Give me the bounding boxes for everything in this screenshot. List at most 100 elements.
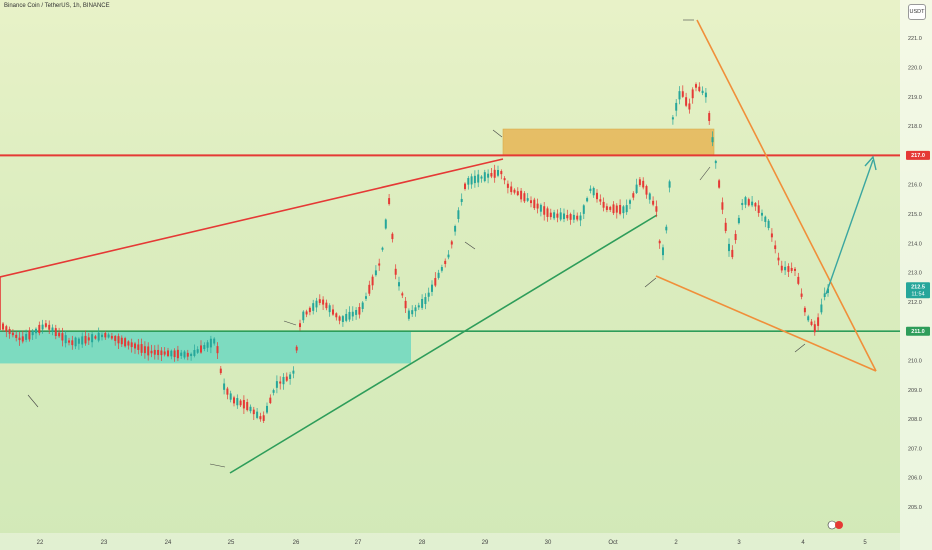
candle-body (368, 284, 371, 294)
candle-body (734, 233, 737, 241)
price-tag-time: 11:54 (911, 292, 924, 298)
candle-body (120, 337, 123, 345)
candle-body (147, 346, 150, 356)
candle-body (186, 352, 189, 357)
candle-body (31, 330, 34, 336)
candle-body (91, 334, 94, 343)
candle-body (513, 189, 516, 193)
candle-body (361, 302, 364, 309)
candle-body (704, 92, 707, 98)
candle-body (285, 376, 288, 381)
candle-body (305, 311, 308, 315)
candle-body (790, 267, 793, 271)
candle-body (167, 350, 169, 357)
candle-body (384, 219, 387, 229)
x-tick-label: 24 (165, 540, 172, 546)
candle-body (209, 338, 212, 348)
candle-body (635, 184, 638, 193)
buyer-zone (0, 331, 411, 364)
y-tick-label: 216.0 (908, 183, 922, 189)
candle-body (751, 201, 754, 206)
candle-body (549, 212, 552, 218)
falling-resistance-line (696, 19, 877, 372)
candle-body (249, 406, 252, 412)
price-axis-panel (900, 0, 932, 550)
candle-body (464, 183, 466, 189)
candle-body (308, 307, 311, 313)
candle-body (77, 338, 80, 344)
candle-body (295, 346, 298, 351)
candle-body (21, 336, 24, 342)
candle-body (279, 381, 282, 384)
candle-body (424, 297, 427, 304)
candle-body (457, 210, 460, 219)
candle-body (160, 350, 163, 356)
candle-body (807, 316, 810, 321)
candle-body (450, 241, 453, 245)
candle-body (566, 214, 569, 219)
candle-body (685, 97, 688, 106)
candle-body (246, 402, 249, 411)
candle-body (338, 316, 341, 321)
candle-body (483, 172, 486, 182)
candle-body (797, 276, 800, 284)
candle-body (632, 193, 635, 198)
candle-body (272, 390, 275, 393)
y-tick-label: 205.0 (908, 505, 922, 511)
x-tick-label: 4 (801, 540, 805, 546)
candle-body (780, 265, 783, 271)
price-tag-label: 217.0 (911, 153, 925, 159)
candle-body (655, 206, 658, 212)
y-tick-label: 218.0 (908, 124, 922, 130)
y-tick-label: 219.0 (908, 95, 922, 101)
candle-body (87, 337, 90, 341)
candle-body (784, 266, 787, 271)
candle-body (381, 247, 384, 250)
currency-button[interactable]: USDT (908, 4, 926, 20)
candle-body (107, 334, 110, 338)
candle-body (2, 323, 4, 330)
candle-body (539, 204, 542, 212)
candle-body (454, 226, 457, 232)
candle-body (599, 199, 602, 202)
x-tick-label: 22 (37, 540, 44, 546)
candle-body (602, 201, 605, 208)
candle-body (576, 215, 579, 220)
candle-body (411, 310, 414, 315)
candle-body (434, 278, 437, 286)
pointer-arrow (27, 394, 39, 408)
candle-body (196, 349, 199, 353)
candle-body (315, 300, 318, 308)
price-tag (906, 150, 930, 160)
candle-body (516, 191, 519, 196)
candle-body (5, 326, 8, 332)
candle-body (701, 90, 704, 94)
candle-body (44, 323, 47, 327)
candle-body (318, 299, 321, 303)
y-tick-label: 221.0 (908, 36, 922, 42)
candle-body (398, 282, 400, 287)
candle-body (289, 374, 292, 380)
candle-body (150, 350, 153, 354)
candle-body (774, 245, 777, 250)
candle-body (589, 188, 592, 191)
candle-body (754, 203, 757, 207)
symbol-title: Binance Coin / TetherUS, 1h, BINANCE (4, 3, 110, 9)
projection-arrow-head (864, 155, 877, 171)
candle-body (556, 213, 559, 218)
candle-body (127, 341, 130, 346)
candle-body (764, 216, 767, 222)
candle-body (38, 324, 41, 334)
pointer-arrow (794, 343, 806, 353)
candle-body (170, 350, 173, 357)
candle-body (407, 310, 410, 319)
candle-body (803, 307, 806, 313)
candle-body (681, 91, 684, 97)
candle-body (427, 292, 430, 297)
candle-body (48, 324, 51, 330)
candle-body (714, 160, 717, 164)
candle-body (800, 293, 803, 297)
candle-body (665, 226, 668, 231)
